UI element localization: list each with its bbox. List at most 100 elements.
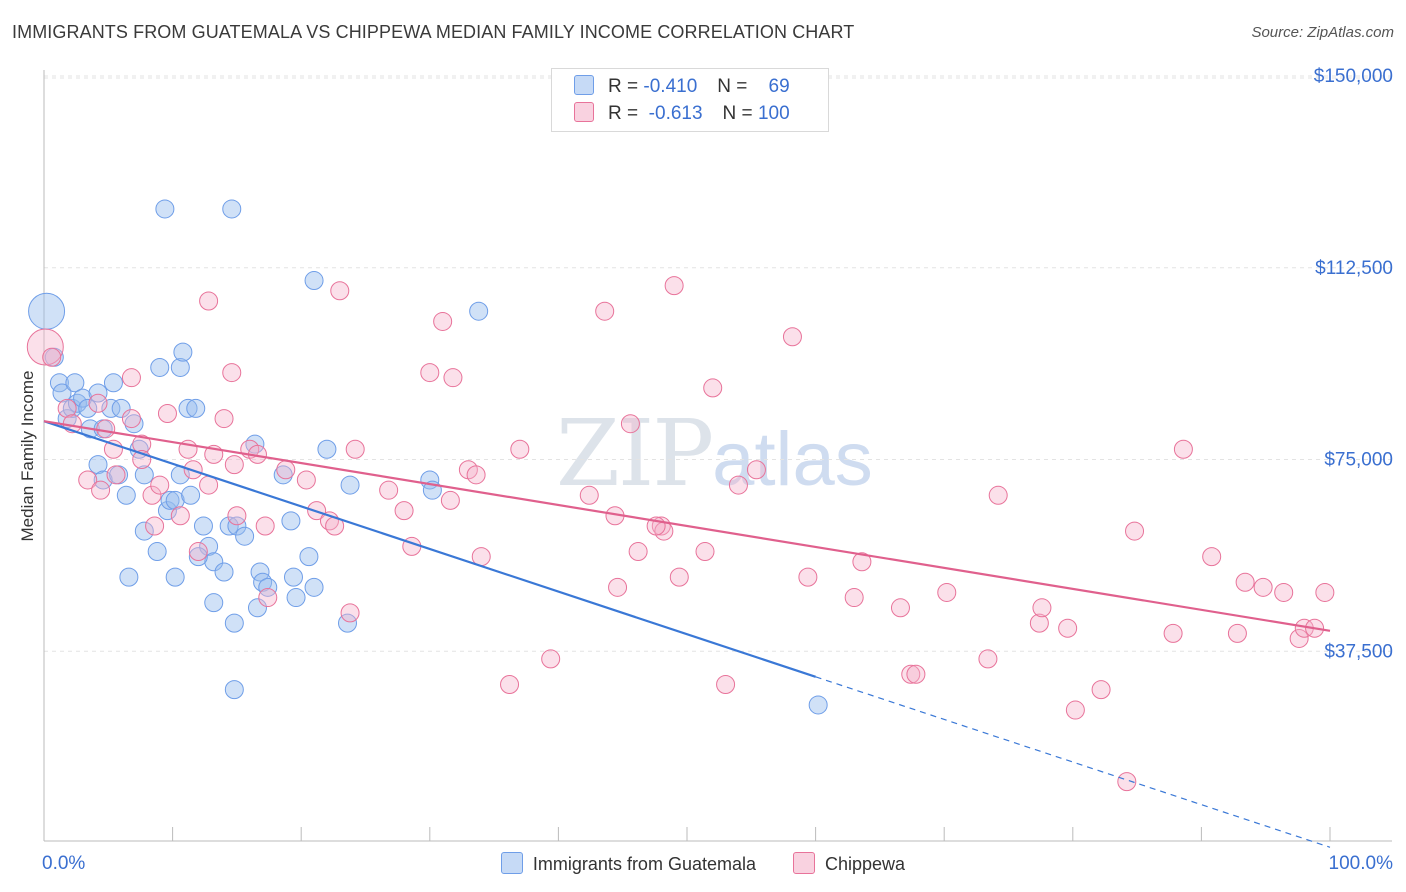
chippewa-point	[296, 470, 316, 490]
series-legend-chippewa[interactable]: Chippewa	[793, 852, 905, 875]
legend-row-guatemala: R = -0.410 N = 69	[574, 75, 790, 99]
chippewa-point	[276, 460, 296, 480]
chippewa-point	[440, 490, 460, 510]
guatemala-point	[247, 598, 267, 618]
series-legend-swatch-chippewa	[793, 852, 816, 874]
guatemala-point	[235, 526, 255, 546]
guatemala-point	[808, 695, 828, 715]
chippewa-point	[937, 582, 957, 602]
legend-r-value: -0.613	[648, 103, 703, 124]
chippewa-point	[255, 516, 275, 536]
chippewa-point	[608, 577, 628, 597]
chippewa-point	[1227, 623, 1247, 643]
chippewa-point	[188, 542, 208, 562]
guatemala-point	[147, 542, 167, 562]
chippewa-point	[340, 603, 360, 623]
chippewa-point	[628, 542, 648, 562]
guatemala-point	[62, 398, 82, 418]
chippewa-point	[1315, 582, 1335, 602]
series-legend-label: Immigrants from Guatemala	[532, 854, 756, 874]
chippewa-point	[852, 552, 872, 572]
guatemala-point	[116, 485, 136, 505]
guatemala-point	[281, 511, 301, 531]
guatemala-point	[204, 593, 224, 613]
chippewa-point	[620, 414, 640, 434]
y-tick-label: $75,000	[1324, 450, 1393, 471]
axes	[43, 70, 1392, 842]
guatemala-point	[222, 199, 242, 219]
chippewa-point	[199, 291, 219, 311]
chippewa-point	[1091, 680, 1111, 700]
chippewa-point	[150, 475, 170, 495]
guatemala-point	[258, 577, 278, 597]
correlation-legend: R = -0.410 N = 69 R = -0.613 N = 100	[551, 68, 829, 132]
guatemala-point	[224, 613, 244, 633]
chippewa-point	[394, 501, 414, 521]
guatemala-point	[317, 439, 337, 459]
guatemala-point	[469, 301, 489, 321]
chippewa-point	[443, 368, 463, 388]
chippewa-point	[26, 328, 64, 366]
legend-r-label: R =	[608, 76, 639, 97]
chippewa-point	[1253, 577, 1273, 597]
chippewa-point	[214, 409, 234, 429]
chippewa-point	[703, 378, 723, 398]
chippewa-point	[906, 664, 926, 684]
chippewa-point	[57, 398, 77, 418]
axis-labels: $37,500 $75,000 $112,500 $150,000 0.0% 100.0%…	[18, 66, 1393, 874]
chippewa-point	[345, 439, 365, 459]
chippewa-point	[96, 419, 116, 439]
guatemala-point	[186, 398, 206, 418]
chippewa-point	[664, 276, 684, 296]
chippewa-point	[1173, 439, 1193, 459]
guatemala-point	[103, 373, 123, 393]
chippewa-point	[88, 393, 108, 413]
guatemala-point	[227, 516, 247, 536]
guatemala-trend-extension	[815, 676, 1331, 848]
chippewa-point	[890, 598, 910, 618]
trend-lines	[43, 420, 1331, 848]
chippewa-point	[78, 470, 98, 490]
chippewa-point	[1274, 582, 1294, 602]
guatemala-point	[304, 271, 324, 291]
guatemala-point	[199, 536, 219, 556]
guatemala-point	[283, 567, 303, 587]
chippewa-point	[227, 506, 247, 526]
chippewa-point	[121, 368, 141, 388]
legend-n-label: N =	[722, 103, 753, 124]
chippewa-point	[145, 516, 165, 536]
chippewa-point	[466, 465, 486, 485]
chippewa-point	[782, 327, 802, 347]
x-tick-label-start: 0.0%	[42, 853, 85, 874]
guatemala-point	[155, 199, 175, 219]
chippewa-point	[1029, 613, 1049, 633]
chippewa-point	[1125, 521, 1145, 541]
guatemala-point	[150, 357, 170, 377]
guatemala-point	[160, 490, 180, 510]
guatemala-point	[178, 398, 198, 418]
guatemala-point	[170, 357, 190, 377]
series-legend-guatemala[interactable]: Immigrants from Guatemala	[500, 852, 756, 875]
chippewa-point	[91, 480, 111, 500]
legend-swatch-guatemala	[574, 75, 594, 95]
guatemala-point	[88, 455, 108, 475]
chippewa-point	[1032, 598, 1052, 618]
guatemala-trend-line	[43, 420, 816, 678]
chippewa-point	[433, 311, 453, 331]
chippewa-point	[844, 588, 864, 608]
y-axis-label: Median Family Income	[18, 370, 37, 541]
chippewa-point	[1202, 547, 1222, 567]
chippewa-point	[1058, 618, 1078, 638]
guatemala-point	[73, 388, 93, 408]
legend-swatch-chippewa	[574, 102, 594, 122]
chippewa-point	[746, 460, 766, 480]
guatemala-point	[111, 398, 131, 418]
guatemala-point	[224, 680, 244, 700]
chippewa-point	[978, 649, 998, 669]
chippewa-point	[1289, 628, 1309, 648]
guatemala-point	[299, 547, 319, 567]
chippewa-point	[258, 588, 278, 608]
chippewa-point	[595, 301, 615, 321]
guatemala-point	[219, 516, 239, 536]
legend-n-label: N =	[717, 76, 748, 97]
